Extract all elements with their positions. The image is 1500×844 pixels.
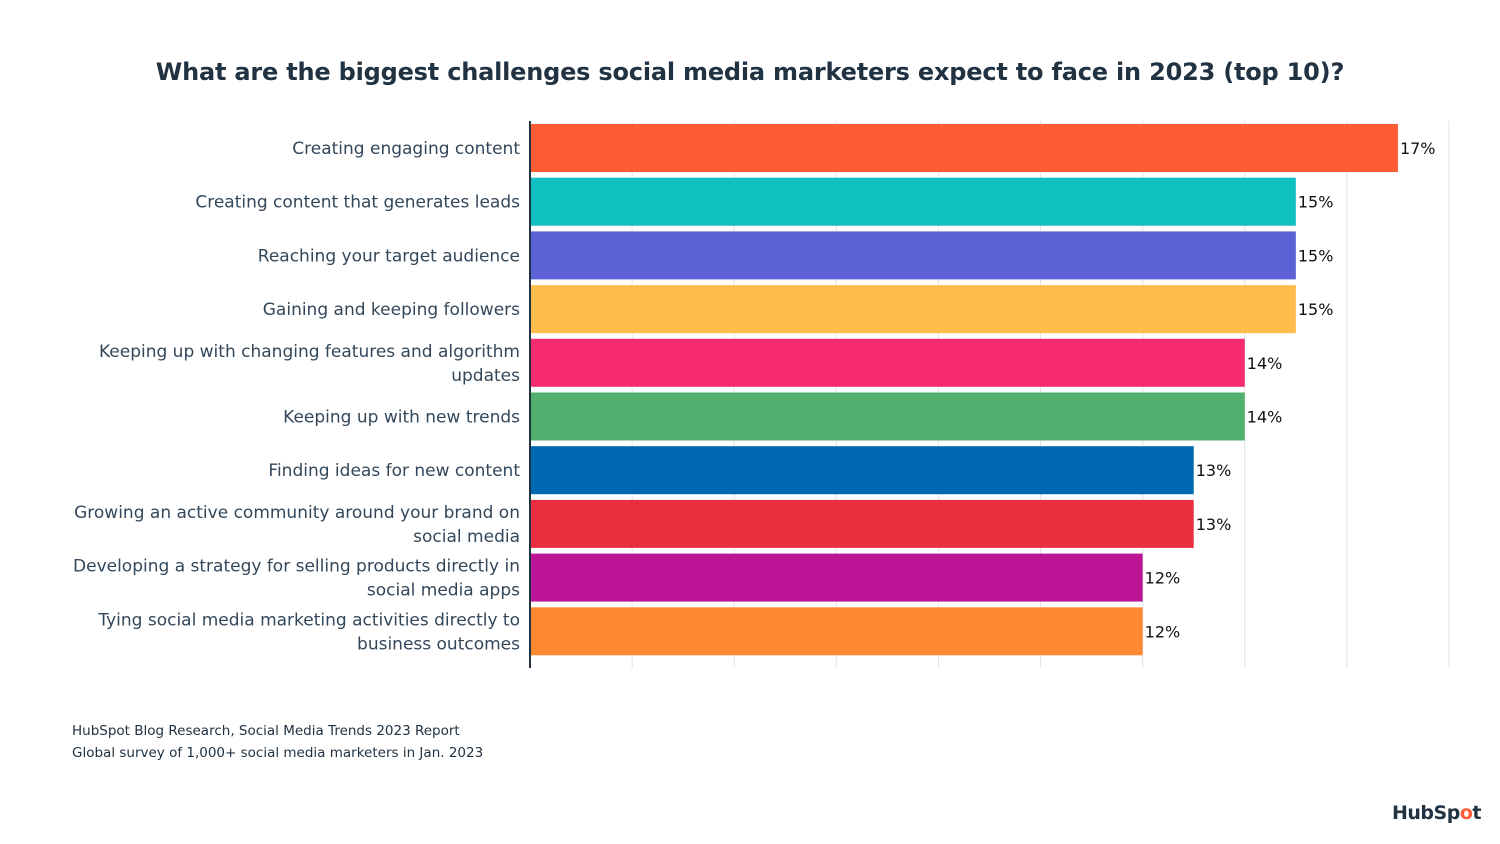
bar [530,499,1194,548]
category-label: updates [451,366,520,386]
data-label: 14% [1247,354,1283,373]
category-label: Reaching your target audience [258,246,520,266]
bar [530,338,1245,387]
bars [530,124,1398,656]
source-line-1: HubSpot Blog Research, Social Media Tren… [72,723,460,739]
source-line-2: Global survey of 1,000+ social media mar… [72,745,484,761]
bar [530,446,1194,495]
data-label: 12% [1145,622,1181,641]
category-label: Keeping up with new trends [283,408,520,428]
source-note: HubSpot Blog Research, Social Media Tren… [72,720,483,764]
category-labels: Creating engaging content Creating conten… [73,139,520,654]
chart-title: What are the biggest challenges social m… [155,58,1345,86]
bar [530,177,1296,226]
bar [530,607,1143,656]
logo-text-1: HubSp [1392,802,1460,824]
bar [530,124,1398,172]
bar [530,553,1143,602]
bar [530,231,1296,280]
data-label: 13% [1196,461,1232,480]
category-label: Creating engaging content [292,139,520,159]
category-label: Developing a strategy for selling produc… [73,557,520,577]
value-labels: 17% 15% 15% 15% 14% 14% 13% 13% 12% 12% [1145,139,1436,641]
logo-text-2: t [1472,802,1481,824]
category-label: Keeping up with changing features and al… [99,342,520,362]
data-label: 15% [1298,193,1334,212]
category-label: Growing an active community around your … [74,503,520,523]
category-label: social media [413,527,520,547]
bar [530,392,1245,441]
data-label: 13% [1196,515,1232,534]
data-label: 15% [1298,300,1334,319]
data-label: 12% [1145,569,1181,588]
bar [530,285,1296,334]
hubspot-logo: HubSpot [1392,802,1481,824]
category-label: Gaining and keeping followers [263,300,520,320]
category-label: business outcomes [357,634,520,654]
sprocket-icon: o [1459,802,1473,824]
data-label: 14% [1247,408,1283,427]
data-label: 15% [1298,246,1334,265]
category-label: Tying social media marketing activities … [97,610,520,630]
category-label: social media apps [367,581,520,601]
category-label: Finding ideas for new content [268,461,520,481]
category-label: Creating content that generates leads [195,193,520,213]
data-label: 17% [1400,139,1436,158]
